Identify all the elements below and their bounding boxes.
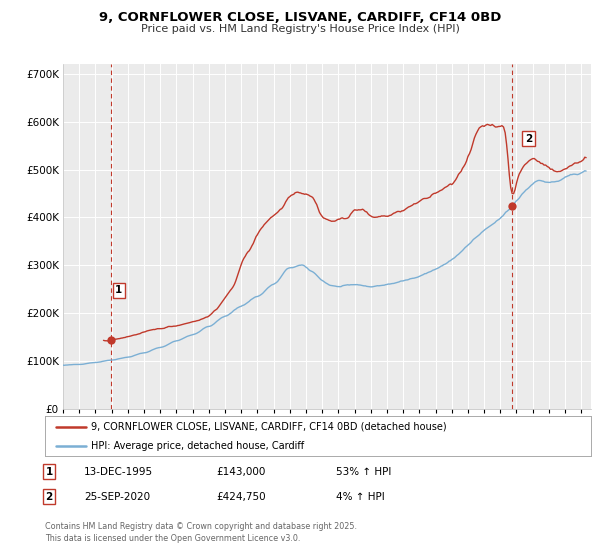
- Text: 13-DEC-1995: 13-DEC-1995: [84, 466, 153, 477]
- Text: 9, CORNFLOWER CLOSE, LISVANE, CARDIFF, CF14 0BD (detached house): 9, CORNFLOWER CLOSE, LISVANE, CARDIFF, C…: [91, 422, 447, 432]
- Text: Contains HM Land Registry data © Crown copyright and database right 2025.
This d: Contains HM Land Registry data © Crown c…: [45, 522, 357, 543]
- Text: 53% ↑ HPI: 53% ↑ HPI: [336, 466, 391, 477]
- Text: Price paid vs. HM Land Registry's House Price Index (HPI): Price paid vs. HM Land Registry's House …: [140, 24, 460, 34]
- Text: £424,750: £424,750: [216, 492, 266, 502]
- Text: 25-SEP-2020: 25-SEP-2020: [84, 492, 150, 502]
- Text: 2: 2: [46, 492, 53, 502]
- Text: HPI: Average price, detached house, Cardiff: HPI: Average price, detached house, Card…: [91, 441, 305, 450]
- Text: 9, CORNFLOWER CLOSE, LISVANE, CARDIFF, CF14 0BD: 9, CORNFLOWER CLOSE, LISVANE, CARDIFF, C…: [99, 11, 501, 24]
- Text: 1: 1: [115, 285, 122, 295]
- Text: 4% ↑ HPI: 4% ↑ HPI: [336, 492, 385, 502]
- Text: 2: 2: [524, 134, 532, 144]
- Text: £143,000: £143,000: [216, 466, 265, 477]
- Text: 1: 1: [46, 466, 53, 477]
